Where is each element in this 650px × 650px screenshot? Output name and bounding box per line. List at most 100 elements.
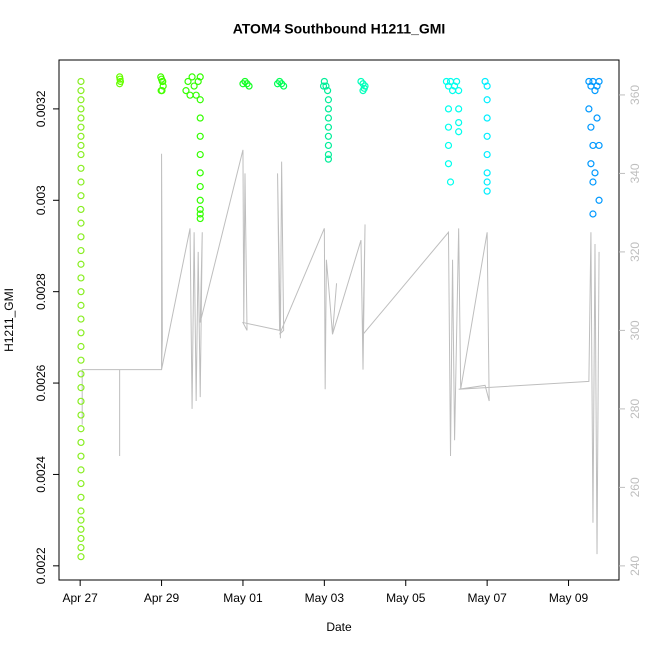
point	[77, 411, 85, 419]
y-tick-label: 0.0026	[34, 364, 48, 401]
point	[593, 114, 601, 122]
point	[77, 123, 85, 131]
point	[196, 132, 204, 140]
point	[360, 84, 368, 92]
point	[77, 192, 85, 200]
y2-tick-label: 280	[628, 399, 642, 419]
point	[77, 219, 85, 227]
point	[453, 77, 461, 86]
y2-tick-label: 340	[628, 163, 642, 183]
point	[324, 155, 333, 163]
y-tick-label: 0.0032	[34, 90, 48, 127]
point	[483, 150, 491, 159]
point	[324, 150, 333, 159]
point	[196, 150, 204, 159]
point	[77, 96, 85, 104]
point	[455, 87, 463, 95]
x-tick-label: May 09	[549, 591, 589, 605]
x-axis-label: Date	[326, 620, 352, 634]
point	[77, 466, 85, 474]
point	[196, 169, 204, 177]
x-tick-label: Apr 27	[62, 591, 98, 605]
y2-tick-label: 260	[628, 477, 642, 497]
x-tick-label: May 07	[467, 591, 507, 605]
point	[77, 150, 85, 159]
point	[77, 77, 85, 86]
point	[324, 123, 333, 131]
point	[77, 534, 85, 543]
point	[190, 82, 198, 90]
point	[245, 82, 253, 90]
point	[77, 178, 85, 186]
x-tick-label: May 05	[386, 591, 426, 605]
point	[77, 274, 85, 282]
point	[444, 160, 453, 168]
point	[77, 543, 85, 552]
point	[455, 119, 463, 127]
y2-tick-label: 360	[628, 85, 642, 105]
point	[196, 214, 204, 223]
point	[324, 114, 333, 122]
point	[77, 452, 85, 460]
y-tick-label: 0.0024	[34, 456, 48, 493]
y2-tick-label: 300	[628, 320, 642, 340]
point	[77, 397, 85, 405]
point	[77, 525, 85, 533]
point	[77, 114, 85, 122]
point	[77, 132, 85, 140]
y-axis-label: H1211_GMI	[2, 288, 16, 352]
point	[455, 105, 463, 113]
point	[77, 329, 85, 337]
point	[585, 105, 593, 113]
point	[455, 128, 463, 136]
point	[589, 178, 597, 186]
point	[483, 169, 491, 177]
point	[324, 96, 333, 104]
point	[591, 169, 599, 177]
point	[77, 164, 85, 172]
point	[77, 479, 85, 488]
point	[184, 77, 192, 86]
point	[595, 77, 603, 86]
point	[77, 315, 85, 323]
point	[320, 77, 328, 86]
y-tick-label: 0.003	[34, 185, 48, 215]
y2-tick-label: 240	[628, 556, 642, 576]
point	[322, 82, 330, 90]
point	[77, 384, 85, 392]
x-tick-label: May 01	[223, 591, 263, 605]
y2-tick-label: 320	[628, 242, 642, 262]
point	[444, 123, 453, 131]
point	[182, 87, 190, 95]
point	[589, 210, 597, 218]
point	[188, 73, 196, 81]
point	[483, 82, 491, 90]
point	[324, 105, 333, 113]
point	[587, 123, 595, 131]
point	[483, 178, 491, 186]
point	[77, 301, 85, 309]
point	[444, 141, 453, 150]
point	[196, 114, 204, 122]
point	[186, 91, 194, 99]
y-tick-label: 0.0028	[34, 273, 48, 310]
point	[483, 114, 491, 122]
point	[589, 141, 597, 150]
point	[116, 80, 124, 88]
point	[324, 132, 333, 140]
x-tick-label: May 03	[305, 591, 345, 605]
point	[77, 425, 85, 433]
point	[595, 196, 603, 204]
line	[81, 149, 600, 555]
point	[324, 87, 332, 95]
point	[77, 342, 85, 351]
point	[158, 87, 166, 95]
point	[77, 438, 85, 447]
point	[77, 553, 85, 561]
point	[196, 73, 204, 81]
point	[196, 96, 204, 104]
point	[77, 246, 85, 255]
point	[77, 205, 85, 214]
point	[159, 77, 167, 86]
